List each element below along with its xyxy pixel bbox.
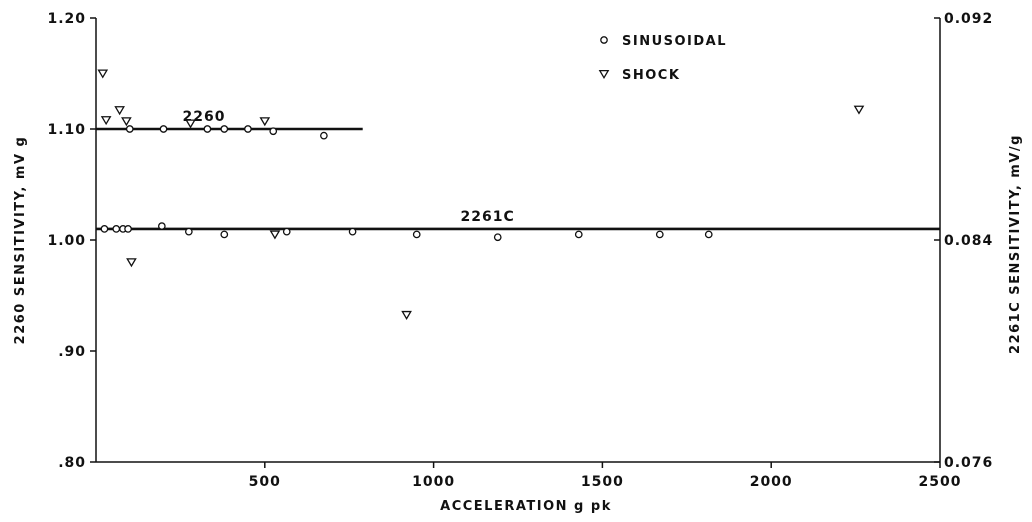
legend-label: SHOCK	[622, 68, 680, 83]
data-point-shock	[114, 106, 125, 116]
y-tick-label: .80	[58, 455, 86, 471]
x-tick-label: 500	[249, 474, 281, 490]
data-point-sinusoidal	[159, 125, 168, 133]
legend-marker-circle	[600, 36, 608, 44]
data-points	[97, 69, 865, 320]
y2-tick-label: 0.076	[944, 455, 993, 471]
data-point-shock	[121, 117, 132, 127]
data-point-sinusoidal	[203, 125, 212, 133]
data-point-sinusoidal	[112, 225, 121, 233]
data-point-sinusoidal	[220, 125, 229, 133]
y-tick-label: .90	[58, 344, 86, 360]
x-tick-label: 1500	[581, 474, 624, 490]
data-point-sinusoidal	[157, 222, 166, 230]
x-tick-label: 2500	[919, 474, 962, 490]
x-tick-label: 2000	[750, 474, 793, 490]
y-tick-label: 1.20	[47, 11, 86, 27]
data-point-sinusoidal	[282, 227, 291, 236]
reference-line-label: 2261C	[460, 209, 514, 225]
data-point-sinusoidal	[100, 225, 109, 233]
x-axis-title: ACCELERATION g pk	[440, 499, 612, 514]
chart-legend: SINUSOIDAL SHOCK	[598, 34, 727, 83]
data-point-sinusoidal	[348, 227, 357, 236]
x-tick-label: 1000	[412, 474, 455, 490]
data-point-sinusoidal	[125, 125, 134, 133]
data-point-sinusoidal	[244, 125, 252, 133]
data-point-sinusoidal	[655, 230, 664, 239]
data-point-sinusoidal	[124, 225, 132, 233]
data-point-sinusoidal	[574, 230, 583, 239]
y2-tick-label: 0.092	[944, 11, 993, 27]
data-point-shock	[269, 230, 281, 240]
data-point-sinusoidal	[320, 131, 328, 140]
legend-label: SINUSOIDAL	[622, 34, 727, 49]
data-point-shock	[259, 117, 271, 127]
data-point-sinusoidal	[704, 230, 713, 239]
y2-tick-label: 0.084	[944, 233, 993, 249]
legend-marker-triangle	[598, 69, 610, 80]
y-tick-label: 1.10	[47, 122, 86, 138]
data-point-sinusoidal	[184, 227, 193, 236]
data-point-shock	[126, 258, 137, 268]
data-point-sinusoidal	[269, 127, 278, 136]
y2-axis-title: 2261C SENSITIVITY, mV/g	[1008, 134, 1023, 354]
data-point-shock	[853, 105, 865, 115]
data-point-shock	[185, 119, 196, 129]
data-point-shock	[401, 310, 412, 320]
data-point-sinusoidal	[493, 233, 502, 242]
y-tick-label: 1.00	[47, 233, 86, 249]
y-axis-title: 2260 SENSITIVITY, mV g	[13, 136, 28, 345]
data-point-shock	[97, 69, 109, 79]
data-point-sinusoidal	[220, 230, 229, 239]
chart-axes: 1.20 1.10 1.00 .90 .80 0.092 0.084 0.076 500 1000…	[13, 11, 1023, 514]
data-point-sinusoidal	[412, 230, 421, 239]
data-point-shock	[100, 116, 112, 126]
